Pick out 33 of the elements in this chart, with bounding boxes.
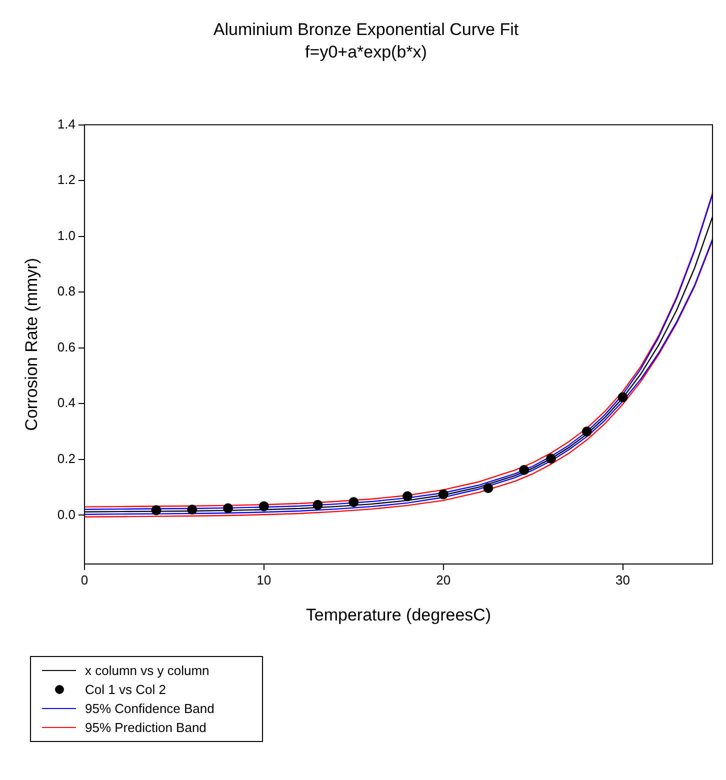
x-axis-title: Temperature (degreesC) — [306, 605, 492, 624]
y-tick-label: 1.4 — [57, 116, 76, 132]
point — [546, 454, 556, 464]
legend-label: Col 1 vs Col 2 — [85, 681, 166, 699]
y-tick-label: 0.2 — [57, 451, 76, 466]
point — [348, 497, 359, 508]
point — [258, 501, 269, 512]
point — [519, 465, 530, 476]
point — [483, 483, 494, 494]
point — [151, 505, 162, 516]
y-tick-label: 0.6 — [57, 339, 76, 354]
x-tick-label: 10 — [256, 572, 272, 588]
point — [582, 426, 592, 437]
y-axis-title: Corrosion Rate (mmyr) — [22, 258, 41, 431]
legend-label: 95% Confidence Band — [85, 700, 214, 718]
point — [187, 504, 198, 515]
point — [312, 500, 323, 510]
point — [223, 503, 234, 514]
x-tick-label: 0 — [80, 572, 88, 588]
y-tick-label: 0.8 — [57, 284, 76, 299]
x-tick-label: 30 — [616, 572, 630, 588]
y-tick-label: 0.4 — [57, 395, 76, 410]
y-tick-label: 1.2 — [57, 172, 76, 188]
x-tick-label: 20 — [436, 572, 451, 588]
y-tick-label: 1.0 — [57, 228, 76, 243]
chart-title: Aluminium Bronze Exponential Curve Fit — [213, 20, 519, 39]
legend-label: x column vs y column — [85, 662, 210, 680]
point — [402, 491, 412, 502]
point — [438, 489, 448, 500]
chart-subtitle: f=y0+a*exp(b*x) — [305, 42, 427, 62]
legend-label: 95% Prediction Band — [85, 719, 206, 737]
point — [618, 392, 628, 402]
y-tick-label: 0.0 — [57, 506, 76, 522]
